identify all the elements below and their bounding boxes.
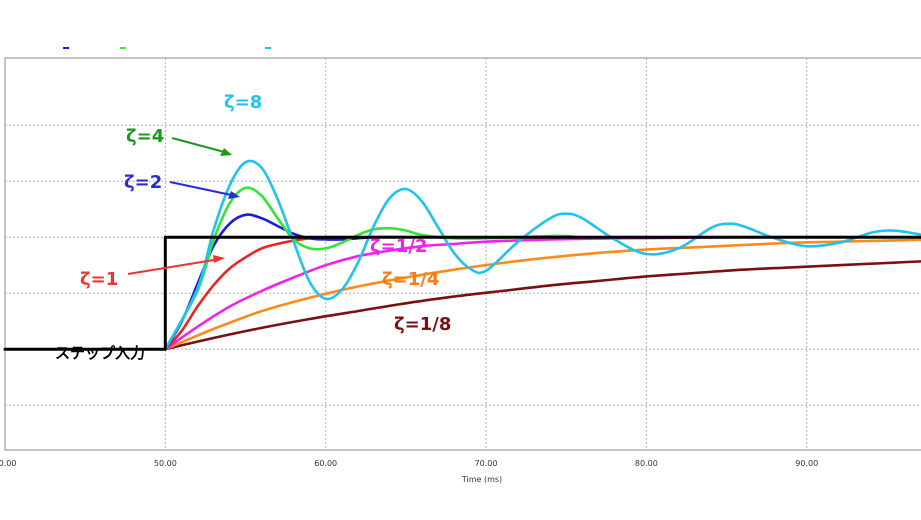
series-line-6 [164,238,921,351]
arrow-zeta-2-head [228,191,240,199]
label-zeta-2: ζ=2 [124,172,162,193]
arrow-zeta-1-head [213,255,225,263]
label-zeta-1-8: ζ=1/8 [394,314,451,335]
annotations: ζ=8 ζ=4 ζ=2 ζ=1 ζ=1/2 ζ=1/4 ζ=1/8 ステップ入力 [55,92,451,362]
legend-color-marks [63,47,271,49]
series-lines [3,159,921,351]
plot-frame [4,57,921,451]
arrow-zeta-4 [171,137,229,154]
x-tick-label: 60.00 [314,459,337,468]
label-zeta-4: ζ=4 [126,126,164,147]
series-line-7 [164,260,921,351]
legend-mark-green [120,47,126,49]
arrow-zeta-1 [127,258,221,275]
x-axis-title: Time (ms) [461,475,502,484]
label-zeta-8: ζ=8 [224,92,262,113]
label-zeta-1-2: ζ=1/2 [370,236,427,257]
series-line-0 [3,235,921,351]
label-zeta-1-4: ζ=1/4 [382,269,439,290]
legend-mark-cyan [265,47,271,49]
label-step-input: ステップ入力 [55,344,145,362]
x-tick-label: 80.00 [635,459,658,468]
x-tick-label: 90.00 [795,459,818,468]
arrow-zeta-4-head [220,148,232,156]
label-zeta-1: ζ=1 [80,269,118,290]
x-axis-ticks: 40.00 50.00 60.00 70.00 80.00 90.00 [0,459,818,468]
legend-mark-blue [63,47,69,49]
x-tick-label: 70.00 [475,459,498,468]
arrow-zeta-2 [169,181,237,197]
x-tick-label: 40.00 [0,459,16,468]
x-tick-label: 50.00 [154,459,177,468]
